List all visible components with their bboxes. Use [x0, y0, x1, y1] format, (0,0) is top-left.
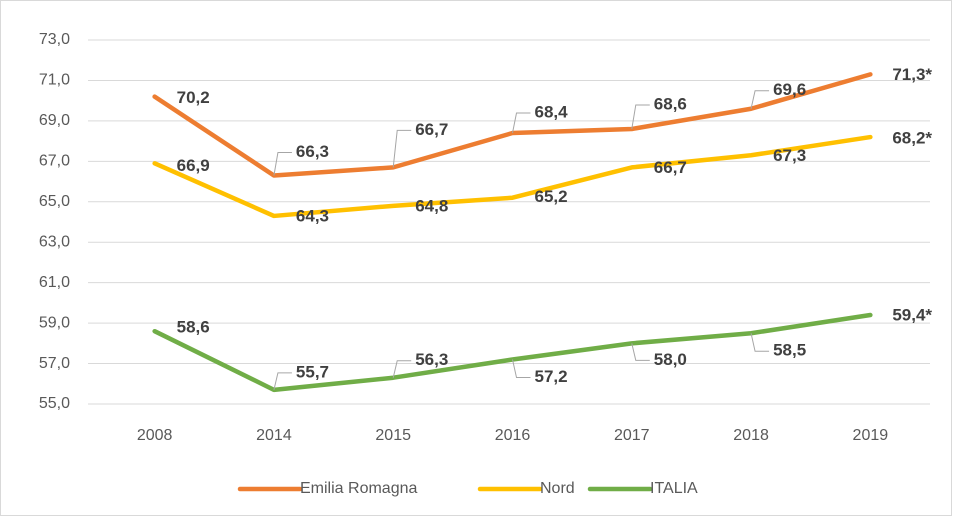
label-leader	[273, 372, 292, 390]
data-label: 68,4	[535, 103, 569, 122]
legend-label: ITALIA	[650, 480, 698, 497]
label-leader	[392, 129, 412, 168]
y-tick-label: 61,0	[39, 274, 70, 291]
label-leader	[750, 90, 770, 109]
data-label: 67,3	[773, 146, 806, 165]
data-label: 58,6	[177, 318, 210, 337]
y-tick-label: 63,0	[39, 233, 70, 250]
data-label: 58,5	[773, 341, 806, 360]
label-leader	[631, 104, 650, 130]
data-label: 55,7	[296, 362, 329, 381]
legend-label: Emilia Romagna	[300, 480, 417, 497]
data-label: 65,2	[535, 187, 568, 206]
data-label: 59,4*	[892, 306, 932, 325]
y-tick-label: 71,0	[39, 72, 70, 89]
y-tick-label: 73,0	[39, 31, 70, 48]
x-tick-label: 2017	[614, 427, 650, 444]
data-label: 64,8	[415, 196, 448, 215]
data-label: 69,6	[773, 80, 806, 99]
y-tick-label: 65,0	[39, 193, 70, 210]
y-tick-label: 69,0	[39, 112, 70, 129]
label-leader	[512, 112, 531, 134]
x-tick-label: 2008	[137, 427, 173, 444]
data-label: 71,3*	[892, 65, 932, 84]
y-tick-label: 59,0	[39, 314, 70, 331]
data-label: 64,3	[296, 206, 329, 225]
data-label: 66,7	[654, 158, 687, 177]
legend-label: Nord	[540, 480, 575, 497]
x-tick-label: 2018	[733, 427, 769, 444]
line-series	[152, 134, 873, 219]
x-tick-label: 2016	[495, 427, 531, 444]
data-label: 66,9	[177, 156, 210, 175]
data-label: 58,0	[654, 350, 687, 369]
data-label: 56,3	[415, 350, 448, 369]
data-label: 68,2*	[892, 129, 932, 148]
label-leader	[512, 359, 531, 379]
data-label: 66,7	[415, 120, 448, 139]
x-tick-label: 2015	[375, 427, 411, 444]
label-leader	[392, 360, 412, 378]
label-leader	[631, 343, 650, 361]
data-label: 70,2	[177, 88, 210, 107]
data-label: 57,2	[535, 367, 568, 386]
label-leader	[750, 333, 770, 352]
x-tick-label: 2014	[256, 427, 292, 444]
x-tick-label: 2019	[853, 427, 889, 444]
y-tick-label: 55,0	[39, 395, 70, 412]
y-tick-label: 67,0	[39, 153, 70, 170]
data-label: 66,3	[296, 142, 329, 161]
y-tick-label: 57,0	[39, 355, 70, 372]
data-label: 68,6	[654, 94, 687, 113]
label-leader	[273, 151, 292, 176]
